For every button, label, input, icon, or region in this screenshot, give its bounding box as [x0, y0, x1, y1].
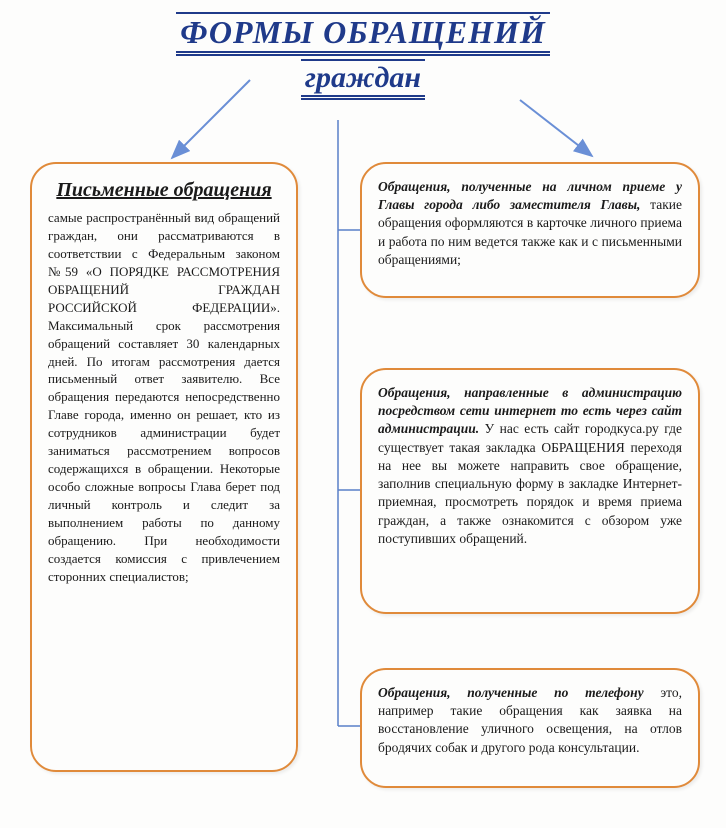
box-written-appeals: Письменные обращения самые распространён…: [30, 162, 298, 772]
box-body-written: самые распространённый вид обращений гра…: [48, 209, 280, 586]
box-body-r1: Обращения, полученные на личном приеме у…: [378, 178, 682, 269]
box-heading-written: Письменные обращения: [48, 178, 280, 203]
box-body-r3: Обращения, полученные по телефону это, н…: [378, 684, 682, 757]
box-phone-appeals: Обращения, полученные по телефону это, н…: [360, 668, 700, 788]
box-personal-reception: Обращения, полученные на личном приеме у…: [360, 162, 700, 298]
bold-lead-r1: Обращения, полученные на личном приеме у…: [378, 179, 682, 212]
box-body-r2: Обращения, направленные в администрацию …: [378, 384, 682, 548]
rest-r2: У нас есть сайт городкуса.ру где существ…: [378, 421, 682, 545]
title-line-1: ФОРМЫ ОБРАЩЕНИЙ: [176, 12, 549, 53]
title-line-2: граждан: [301, 59, 425, 97]
bold-lead-r3: Обращения, полученные по телефону: [378, 685, 644, 700]
page-title-block: ФОРМЫ ОБРАЩЕНИЙ граждан: [0, 0, 726, 97]
arrow-right: [520, 100, 592, 156]
box-internet-appeals: Обращения, направленные в администрацию …: [360, 368, 700, 614]
